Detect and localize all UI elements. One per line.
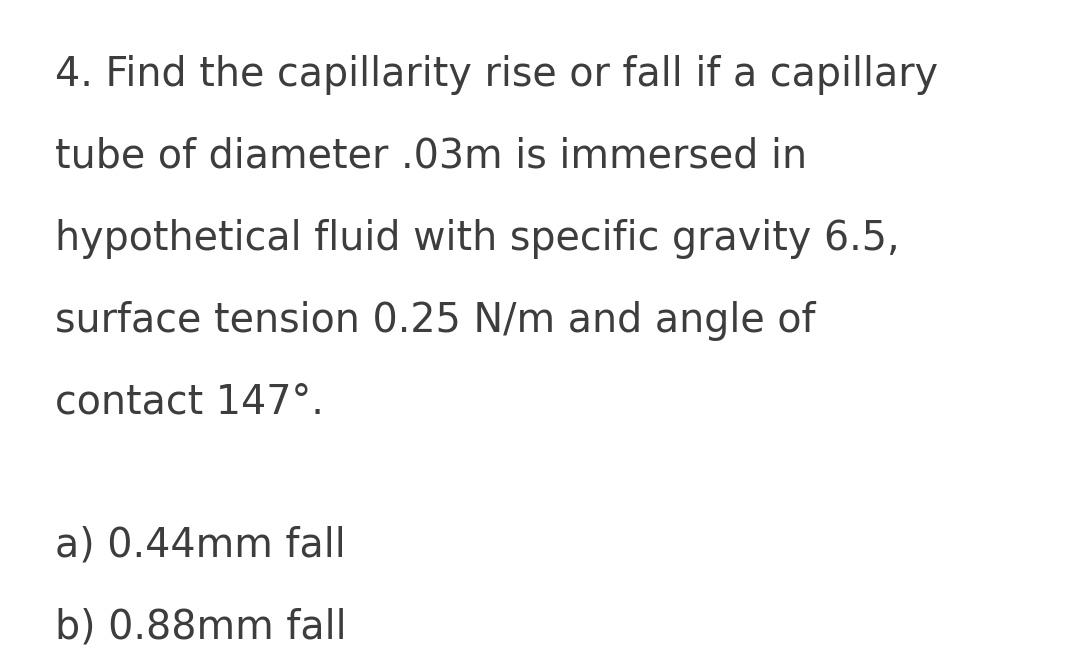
Text: b) 0.88mm fall: b) 0.88mm fall xyxy=(55,607,347,647)
Text: contact 147°.: contact 147°. xyxy=(55,383,324,423)
Text: a) 0.44mm fall: a) 0.44mm fall xyxy=(55,525,346,565)
Text: tube of diameter .03m is immersed in: tube of diameter .03m is immersed in xyxy=(55,137,807,177)
Text: hypothetical fluid with specific gravity 6.5,: hypothetical fluid with specific gravity… xyxy=(55,219,900,259)
Text: 4. Find the capillarity rise or fall if a capillary: 4. Find the capillarity rise or fall if … xyxy=(55,55,939,95)
Text: surface tension 0.25 N/m and angle of: surface tension 0.25 N/m and angle of xyxy=(55,301,815,341)
